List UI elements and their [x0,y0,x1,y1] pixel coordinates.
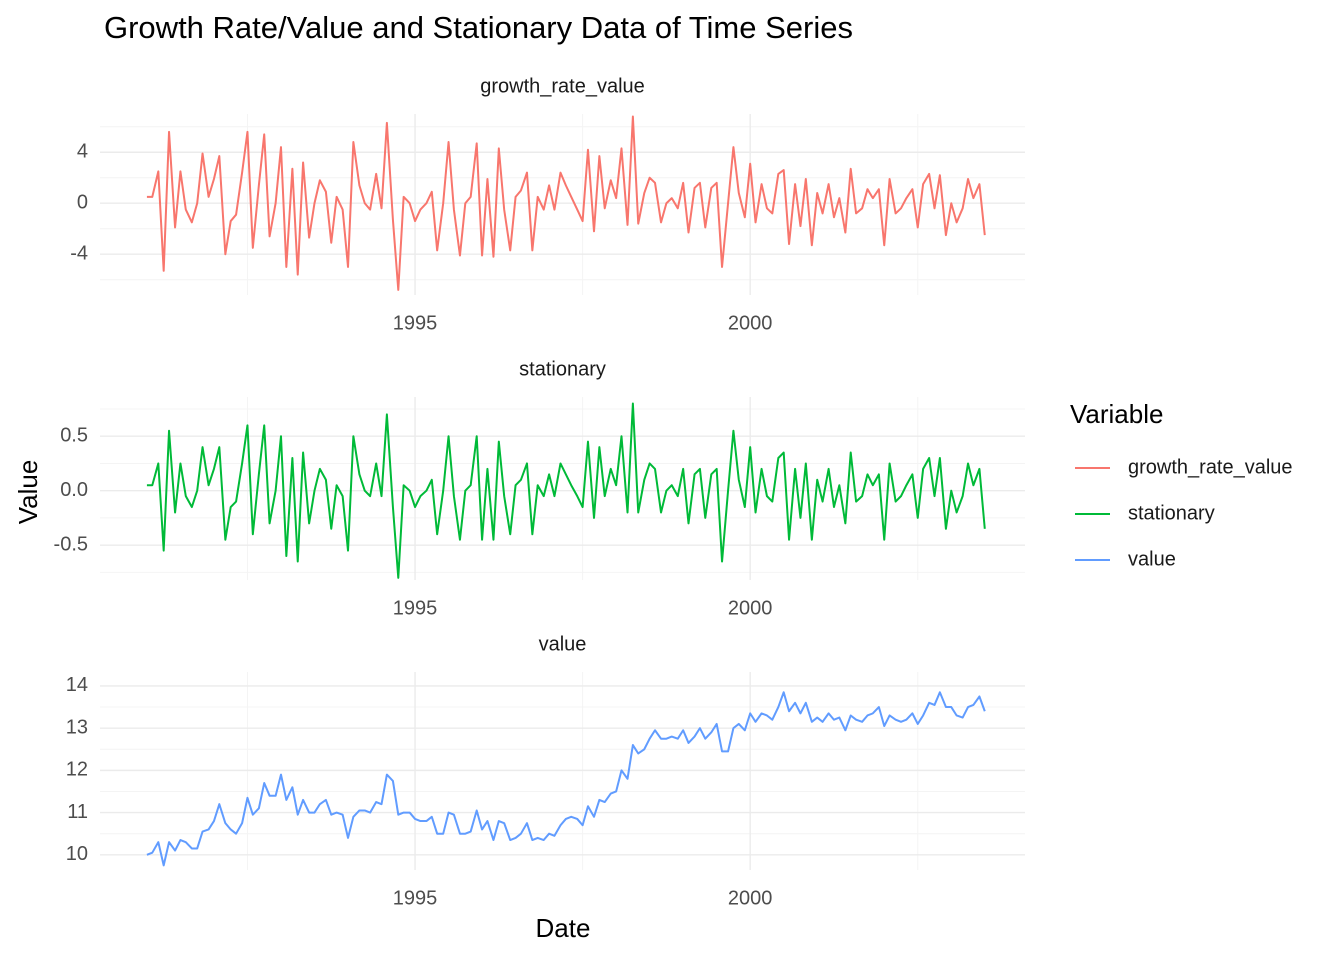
legend-title: Variable [1070,399,1163,429]
series-line [146,115,986,291]
y-tick-label: 0 [77,192,88,214]
x-axis-label: Date [536,913,591,943]
y-tick-label: 14 [66,674,88,696]
x-tick-label: 1995 [393,312,438,334]
legend-label: value [1128,548,1176,570]
y-tick-label: 4 [77,141,88,163]
series-line [146,691,986,867]
x-tick-label: 2000 [728,597,773,619]
y-tick-label: 13 [66,716,88,738]
facet-label: stationary [519,358,606,380]
chart-title: Growth Rate/Value and Stationary Data of… [104,10,853,45]
facet-label: growth_rate_value [480,75,645,97]
y-tick-label: 11 [67,801,88,823]
series-line [146,402,986,579]
y-tick-label: -4 [70,242,88,264]
x-tick-label: 2000 [728,312,773,334]
y-tick-label: 10 [66,843,88,865]
y-tick-label: -0.5 [54,533,88,555]
x-tick-label: 2000 [728,887,773,909]
x-tick-label: 1995 [393,887,438,909]
y-tick-label: 0.0 [60,479,88,501]
y-tick-label: 0.5 [60,424,88,446]
y-tick-label: 12 [66,759,88,781]
x-tick-label: 1995 [393,597,438,619]
y-axis-label: Value [13,460,43,525]
legend-label: growth_rate_value [1128,456,1293,478]
facet-label: value [539,633,587,655]
legend-label: stationary [1128,502,1215,524]
